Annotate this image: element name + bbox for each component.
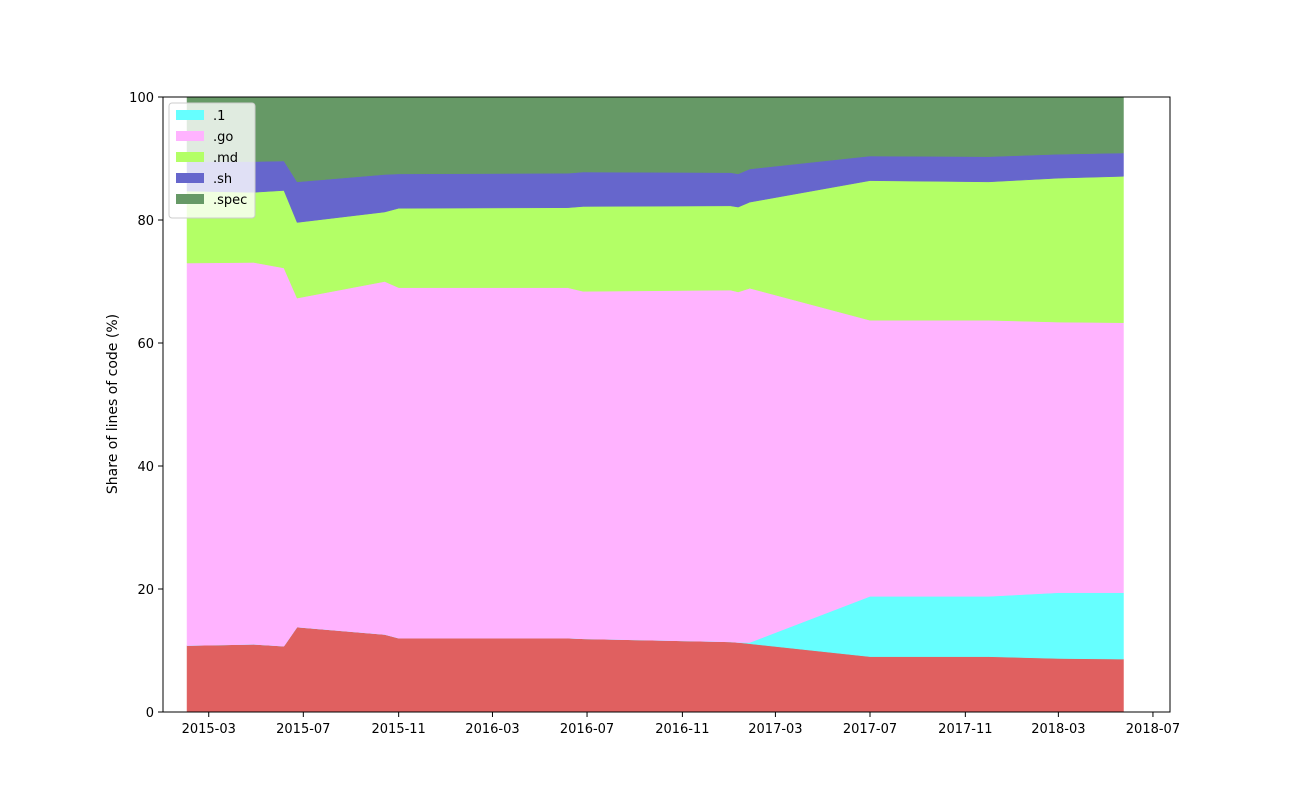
legend-label-sh: .sh [213, 172, 232, 187]
x-tick-label: 2016-07 [560, 722, 614, 737]
legend-label-spec: .spec [213, 193, 247, 208]
legend-label-md: .md [213, 151, 238, 166]
x-tick-label: 2017-07 [843, 722, 897, 737]
x-tick-label: 2017-11 [938, 722, 992, 737]
legend-swatch-go [176, 131, 204, 141]
y-tick-label: 60 [137, 337, 154, 352]
y-tick-label: 80 [137, 214, 154, 229]
x-tick-label: 2015-03 [182, 722, 236, 737]
legend-swatch-sh [176, 173, 204, 183]
y-tick-label: 100 [129, 91, 154, 106]
areas-layer [186, 96, 1124, 713]
legend-label-1: .1 [213, 109, 225, 124]
y-tick-label: 0 [146, 706, 154, 721]
x-tick-label: 2017-03 [748, 722, 802, 737]
legend-swatch-spec [176, 194, 204, 204]
legend-label-go: .go [213, 130, 233, 145]
x-tick-label: 2018-03 [1031, 722, 1085, 737]
plot-frame [162, 96, 1171, 713]
legend-swatch-md [176, 152, 204, 162]
x-tick-label: 2018-07 [1126, 722, 1180, 737]
x-tick-label: 2015-07 [276, 722, 330, 737]
legend-swatch-1 [176, 110, 204, 120]
y-axis-label: Share of lines of code (%) [105, 314, 121, 494]
x-tick-label: 2016-11 [655, 722, 709, 737]
x-tick-label: 2016-03 [465, 722, 519, 737]
legend: .1 .go .md .sh .spec [168, 102, 256, 219]
x-tick-label: 2015-11 [372, 722, 426, 737]
y-tick-label: 20 [137, 583, 154, 598]
y-tick-label: 40 [137, 460, 154, 475]
axes-layer: 0 20 40 60 80 100 2015-03 2015-07 2015-11 2016-03… [129, 91, 1180, 737]
